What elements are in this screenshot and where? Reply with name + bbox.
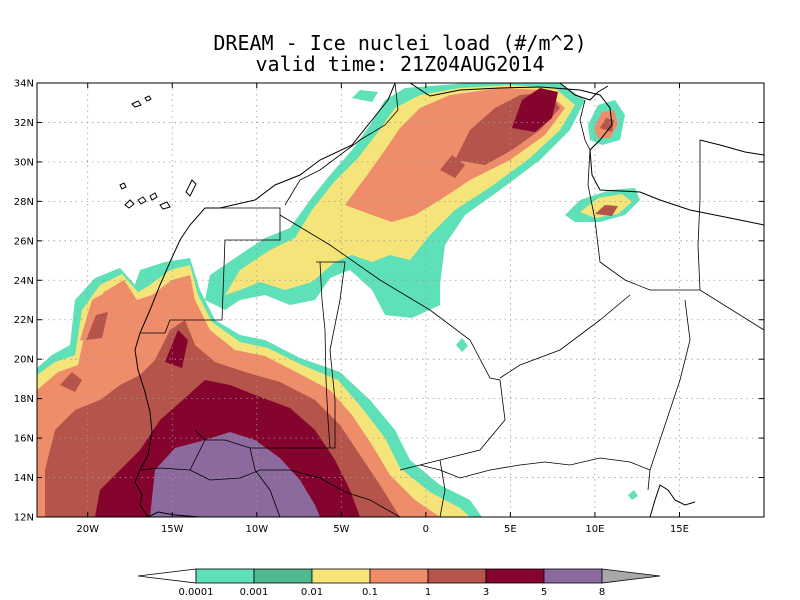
- coastline-tunisia-east: [559, 83, 609, 101]
- field-level-6b: [165, 330, 188, 368]
- field-level-7: [150, 432, 320, 517]
- lon-tick-label: 10W: [245, 524, 268, 535]
- border-niger-south: [419, 457, 651, 479]
- colorbar-low-triangle: [137, 568, 197, 584]
- lat-tick-label: 12N: [14, 513, 34, 524]
- border-western-sahara: [140, 207, 281, 334]
- lat-tick-label: 16N: [14, 434, 34, 445]
- coastline-atlantic: [134, 83, 396, 517]
- figure-title: DREAM - Ice nuclei load (#/m^2): [213, 31, 586, 55]
- lat-tick-label: 34N: [14, 79, 34, 90]
- colorbar-high-triangle: [601, 568, 661, 584]
- map-area: [37, 83, 764, 517]
- field-level-5c: [86, 312, 108, 340]
- border-morocco-algeria: [284, 83, 399, 206]
- colorbar-label: 8: [599, 587, 605, 598]
- coastline-mediterranean: [409, 83, 764, 226]
- border-mauritania-east: [194, 261, 346, 449]
- border-west-africa-2: [189, 469, 401, 517]
- border-egypt-libya: [697, 140, 701, 291]
- lon-tick-label: 0: [423, 524, 429, 535]
- field-patch-coast-1: [352, 90, 378, 102]
- field-patch-tunisia-5: [600, 118, 614, 132]
- border-mauritania-mali: [279, 214, 506, 471]
- border-west-africa-4: [439, 459, 446, 517]
- ice-nuclei-field: [37, 83, 640, 517]
- colorbar-swatch: [427, 568, 487, 584]
- field-patch-mali: [456, 338, 468, 352]
- colorbar-swatch: [195, 568, 255, 584]
- field-patch-libya-5: [595, 205, 618, 216]
- island-cape-verde: [119, 182, 127, 190]
- colorbar-label: 0.0001: [179, 587, 214, 598]
- lon-tick-label: 15W: [161, 524, 184, 535]
- lon-tick-label: 5W: [333, 524, 349, 535]
- field-level-6n: [512, 88, 558, 132]
- island-madeira-2: [144, 95, 152, 102]
- colorbar-swatch: [311, 568, 371, 584]
- lat-tick-label: 30N: [14, 157, 34, 168]
- colorbar-label: 1: [425, 587, 431, 598]
- lon-tick-label: 15E: [670, 524, 689, 535]
- coastlines-and-borders: [119, 83, 764, 517]
- island-lanzarote: [185, 179, 197, 197]
- coastline-cameroon: [649, 484, 696, 517]
- colorbar: 0.0001 0.001 0.01 0.1 1 3 5 8: [137, 568, 661, 598]
- lat-tick-label: 28N: [14, 197, 34, 208]
- field-level-5n2: [440, 155, 465, 178]
- colorbar-swatch: [253, 568, 313, 584]
- lat-tick-label: 22N: [14, 315, 34, 326]
- border-algeria-libya: [587, 149, 764, 331]
- island-canaries-4: [149, 192, 158, 201]
- colorbar-swatch: [369, 568, 429, 584]
- island-canaries-2: [137, 196, 147, 205]
- border-tunisia: [579, 99, 591, 151]
- border-west-africa-1: [139, 439, 206, 471]
- graticule: [37, 83, 764, 517]
- lon-tick-label: 10E: [585, 524, 604, 535]
- border-niger-north: [499, 294, 631, 379]
- colorbar-label: 0.1: [362, 587, 378, 598]
- map-frame: [36, 82, 765, 518]
- island-canaries-1: [124, 199, 135, 209]
- lat-tick-label: 26N: [14, 236, 34, 247]
- lon-tick-label: 20W: [76, 524, 99, 535]
- lat-tick-label: 14N: [14, 473, 34, 484]
- colorbar-label: 0.01: [301, 587, 323, 598]
- figure-subtitle: valid time: 21Z04AUG2014: [256, 52, 545, 76]
- island-canaries-3: [159, 201, 171, 210]
- lon-tick-label: 5E: [504, 524, 517, 535]
- latitude-axis: 12N 14N 16N 18N 20N 22N 24N 26N 28N 30N 32N 34N: [14, 79, 764, 524]
- border-west-africa-3: [249, 447, 281, 517]
- longitude-axis: 20W 15W 10W 5W 0 5E 10E 15E: [76, 83, 689, 535]
- coastline-egypt: [699, 139, 764, 156]
- colorbar-swatch: [543, 568, 603, 584]
- colorbar-label: 3: [483, 587, 489, 598]
- border-mali-internal: [319, 261, 331, 449]
- coastline-guinea-gulf: [147, 511, 201, 517]
- colorbar-swatch: [485, 568, 545, 584]
- field-level-5b: [60, 372, 82, 392]
- lat-tick-label: 32N: [14, 118, 34, 129]
- colorbar-label: 0.001: [240, 587, 269, 598]
- island-madeira: [131, 100, 142, 108]
- lat-tick-label: 24N: [14, 276, 34, 287]
- colorbar-label: 5: [541, 587, 547, 598]
- field-patch-cameroon: [628, 490, 638, 500]
- lat-tick-label: 18N: [14, 394, 34, 405]
- lat-tick-label: 20N: [14, 355, 34, 366]
